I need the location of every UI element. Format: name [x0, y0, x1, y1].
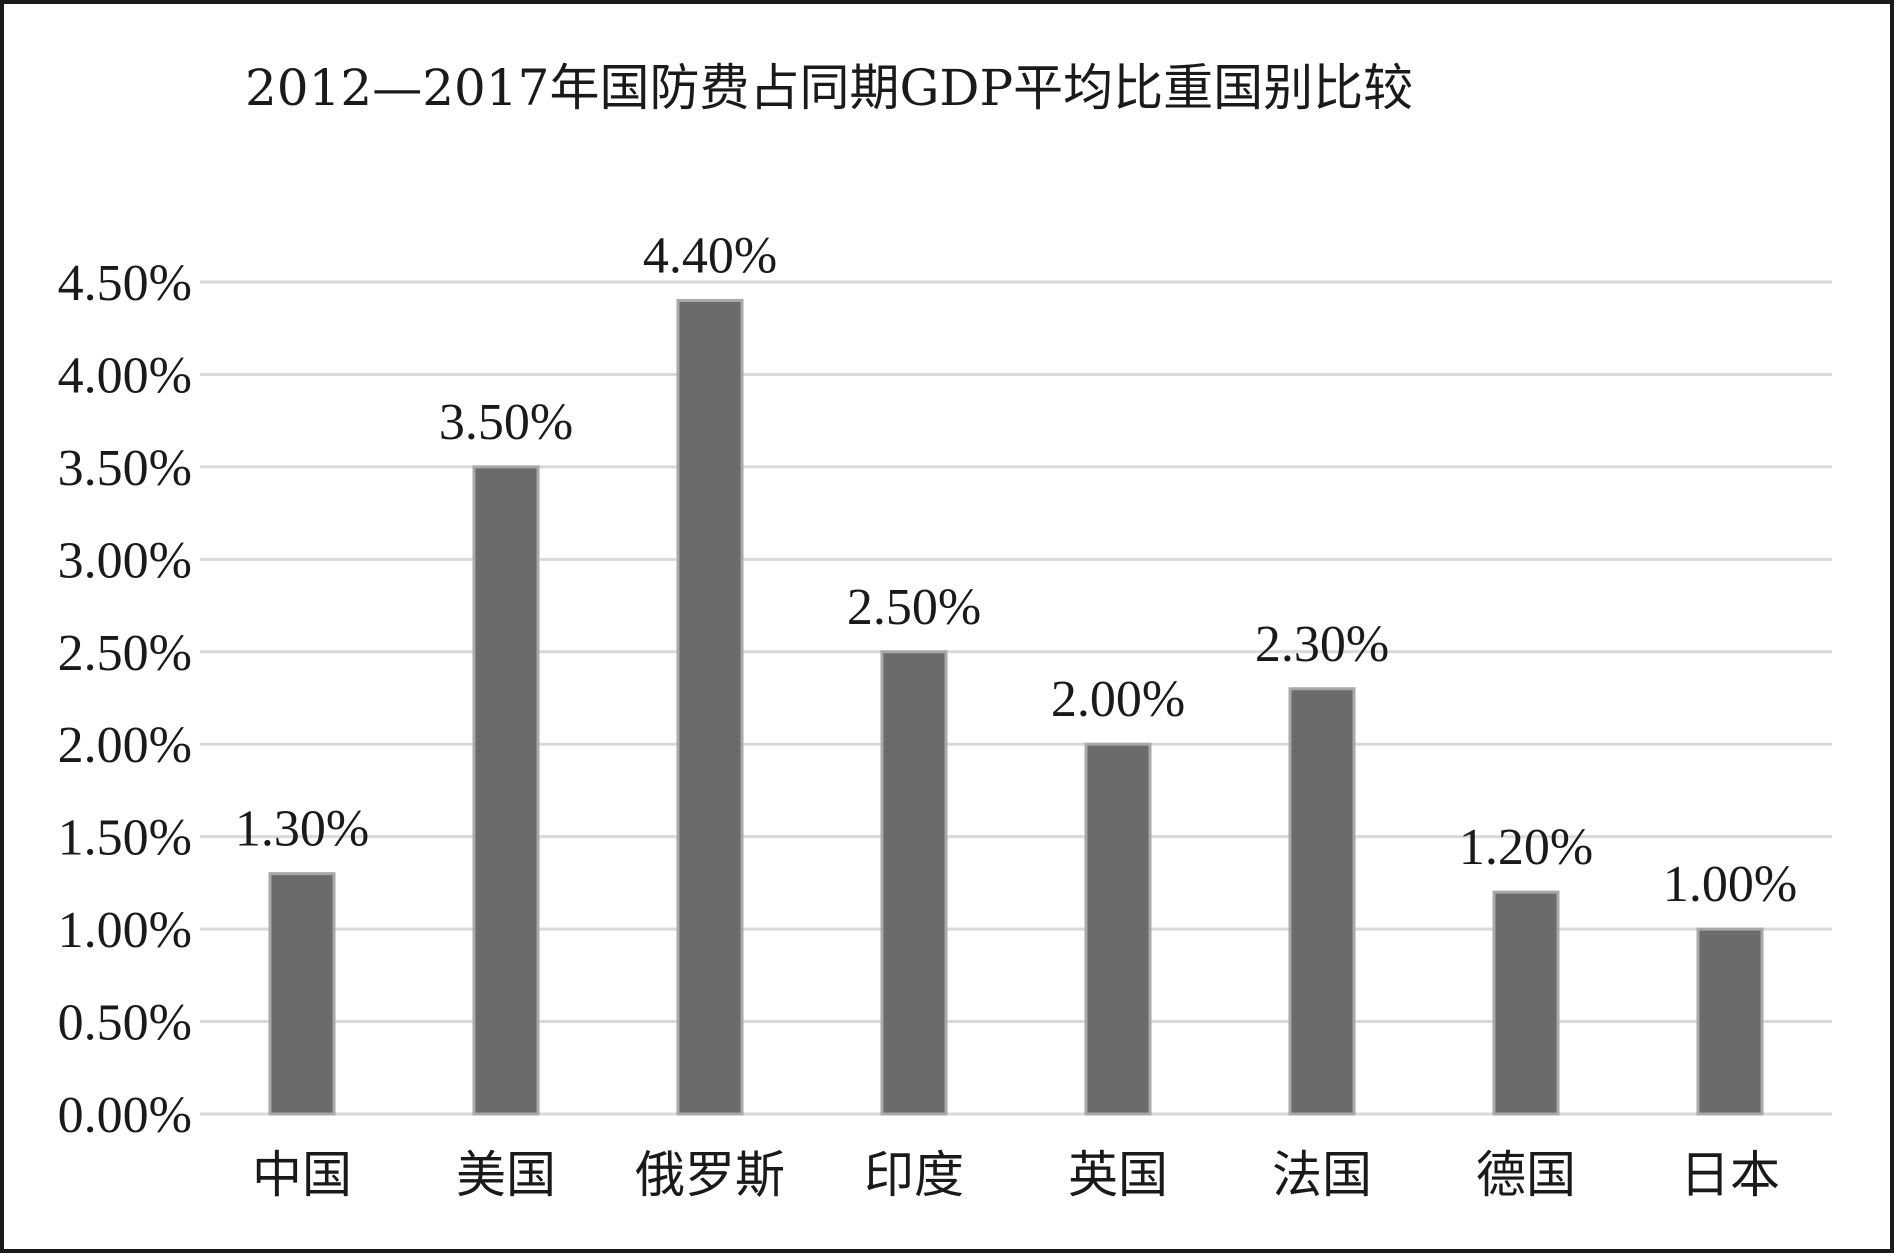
y-tick-label: 1.00%: [58, 902, 192, 959]
bar-3: [880, 650, 948, 1116]
bar-2: [676, 298, 744, 1116]
y-tick-label: 2.50%: [58, 625, 192, 682]
y-tick-label: 0.00%: [58, 1087, 192, 1144]
y-tick-label: 4.00%: [58, 347, 192, 404]
x-category-label: 法国: [1272, 1146, 1372, 1204]
data-label: 4.40%: [643, 227, 777, 284]
bars: [268, 298, 1764, 1116]
x-category-label: 英国: [1068, 1146, 1168, 1204]
bar-6: [1492, 890, 1560, 1116]
data-label: 2.00%: [1051, 671, 1185, 728]
x-category-label: 印度: [864, 1146, 964, 1204]
y-tick-label: 0.50%: [58, 995, 192, 1052]
y-tick-label: 1.50%: [58, 810, 192, 867]
x-category-label: 日本: [1680, 1146, 1780, 1204]
grid-lines: [200, 280, 1832, 1116]
y-tick-label: 3.50%: [58, 440, 192, 497]
y-tick-label: 4.50%: [58, 255, 192, 312]
chart-title: 2012—2017年国防费占同期GDP平均比重国别比较: [245, 59, 1413, 117]
x-category-label: 俄罗斯: [635, 1146, 785, 1204]
data-label: 2.50%: [847, 579, 981, 636]
data-labels: 1.30% 3.50% 4.40% 2.50% 2.00% 2.30% 1.20% 1.00%: [235, 227, 1797, 913]
bar-7: [1696, 927, 1764, 1116]
data-label: 2.30%: [1255, 616, 1389, 673]
bar-1: [472, 465, 540, 1116]
y-tick-label: 2.00%: [58, 717, 192, 774]
x-category-label: 中国: [252, 1146, 352, 1204]
x-category-label: 德国: [1476, 1146, 1576, 1204]
data-label: 1.00%: [1663, 856, 1797, 913]
y-axis-tick-labels: 0.00% 0.50% 1.00% 1.50% 2.00% 2.50% 3.00% 3.50%…: [58, 255, 192, 1144]
bar-4: [1084, 742, 1152, 1116]
x-category-label: 美国: [456, 1146, 556, 1204]
data-label: 3.50%: [439, 394, 573, 451]
data-label: 1.20%: [1459, 819, 1593, 876]
data-label: 1.30%: [235, 801, 369, 858]
bar-5: [1288, 687, 1356, 1116]
bar-0: [268, 872, 336, 1116]
x-axis-category-labels: 中国 美国 俄罗斯 印度 英国 法国 德国 日本: [252, 1146, 1780, 1204]
y-tick-label: 3.00%: [58, 532, 192, 589]
